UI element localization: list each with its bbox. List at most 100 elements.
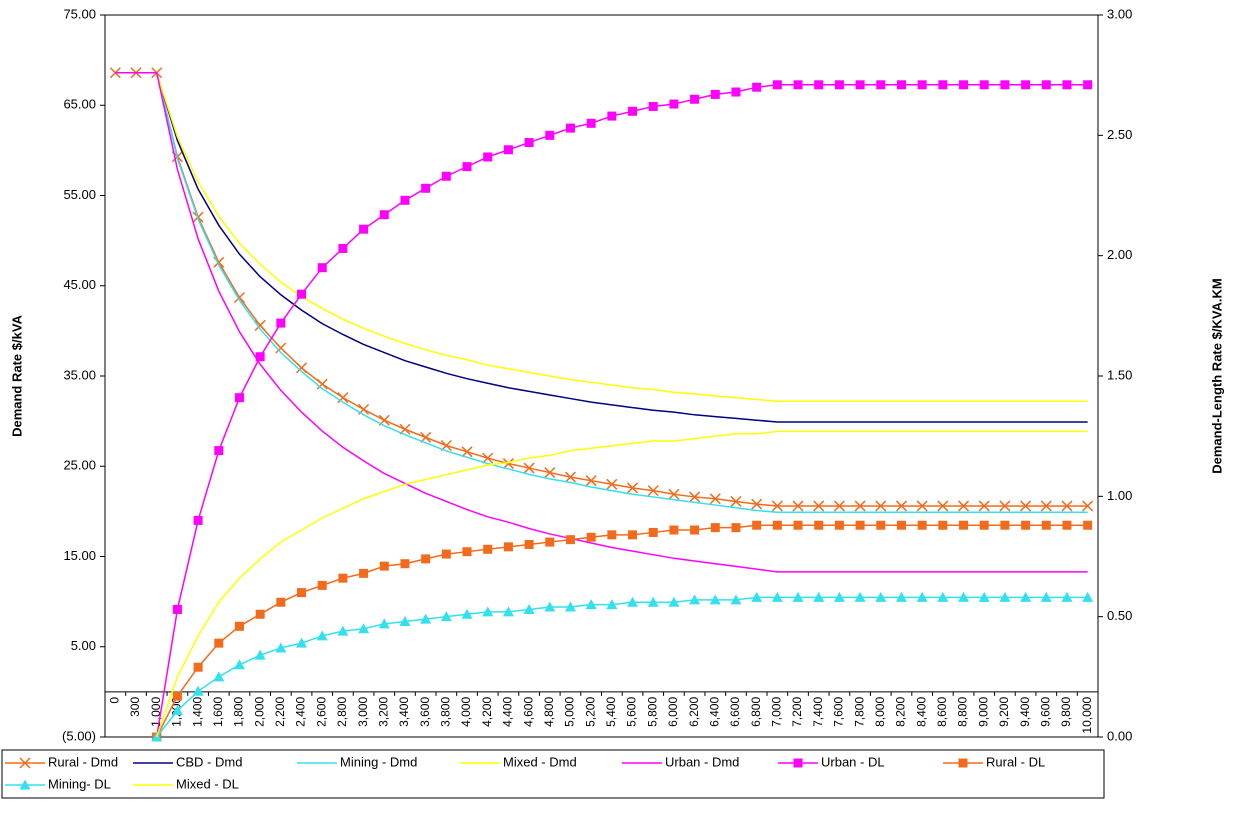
data-point (607, 111, 617, 121)
y2-tick-label: 1.50 (1107, 367, 1132, 382)
data-point (254, 649, 266, 660)
data-point (462, 547, 472, 557)
data-point (793, 520, 803, 530)
data-point (1082, 591, 1094, 602)
data-point (503, 145, 513, 155)
data-point (1021, 520, 1031, 530)
y-tick-label: 35.00 (63, 367, 96, 382)
data-point (316, 630, 328, 641)
x-tick-label: 6,000 (666, 697, 680, 727)
legend-label: Mixed - Dmd (503, 754, 577, 769)
x-tick-label: 2,400 (294, 697, 308, 727)
y-tick-label: 75.00 (63, 6, 96, 21)
series-line (115, 72, 1088, 507)
data-point (731, 87, 741, 97)
data-point (586, 118, 596, 128)
data-point (669, 99, 679, 109)
data-point (276, 597, 286, 607)
data-point (399, 615, 411, 626)
data-point (959, 520, 969, 530)
data-point (916, 500, 928, 512)
data-point (1062, 80, 1072, 90)
data-point (876, 80, 886, 90)
data-point (338, 243, 348, 253)
data-point (585, 475, 597, 487)
x-tick-label: 4,000 (459, 697, 473, 727)
legend-label: Mixed - DL (176, 776, 239, 791)
data-point (730, 495, 742, 507)
data-point (958, 591, 970, 602)
data-point (1021, 80, 1031, 90)
series-line (115, 72, 1088, 403)
data-point (875, 591, 887, 602)
data-point (1040, 591, 1052, 602)
data-point (172, 691, 182, 701)
y-tick-label: 45.00 (63, 277, 96, 292)
data-point (483, 544, 493, 554)
data-point (731, 523, 741, 533)
data-point (752, 520, 762, 530)
data-point (565, 535, 575, 545)
data-point (895, 500, 907, 512)
legend-marker (958, 758, 968, 768)
series-line (156, 596, 1088, 738)
x-tick-label: 1,800 (232, 697, 246, 727)
data-point (834, 80, 844, 90)
plot-frame (104, 14, 1099, 738)
x-tick-label: 8,400 (914, 697, 928, 727)
data-point (978, 500, 990, 512)
data-point (461, 446, 473, 458)
y2-tick-label: 0.50 (1107, 608, 1132, 623)
y2-tick-label: 3.00 (1107, 6, 1132, 21)
x-tick-label: 4,600 (521, 697, 535, 727)
data-point (400, 195, 410, 205)
data-point (1000, 80, 1010, 90)
data-point (792, 500, 804, 512)
data-point (647, 596, 659, 607)
data-point (502, 458, 514, 470)
data-point (296, 362, 308, 374)
data-point (978, 591, 990, 602)
data-point (1062, 520, 1072, 530)
data-point (379, 210, 389, 220)
legend-marker (19, 779, 31, 790)
y2-axis-title: Demand-Length Rate $/KVA.KM (1209, 278, 1224, 474)
data-point (1061, 500, 1073, 512)
data-point (378, 618, 390, 629)
x-tick-label: 7,200 (790, 697, 804, 727)
x-tick-label: 7,600 (832, 697, 846, 727)
x-tick-label: 3,800 (439, 697, 453, 727)
data-point (233, 659, 245, 670)
data-point (648, 527, 658, 537)
data-point (171, 705, 183, 716)
data-point (524, 138, 534, 148)
data-point (689, 491, 701, 503)
x-tick-label: 3,000 (356, 697, 370, 727)
data-point (276, 318, 286, 328)
data-point (999, 591, 1011, 602)
data-point (710, 523, 720, 533)
data-point (317, 263, 327, 273)
data-point (545, 130, 555, 140)
x-tick-label: 1,400 (190, 697, 204, 727)
x-tick-label: 4,800 (542, 697, 556, 727)
x-tick-label: 3,600 (418, 697, 432, 727)
data-point (523, 603, 535, 614)
data-point (917, 520, 927, 530)
data-point (958, 500, 970, 512)
x-tick-label: 6,600 (728, 697, 742, 727)
data-point (627, 596, 639, 607)
x-tick-label: 9,600 (1038, 697, 1052, 727)
data-point (441, 549, 451, 559)
data-point (461, 608, 473, 619)
x-tick-label: 7,800 (852, 697, 866, 727)
data-point (524, 539, 534, 549)
data-point (834, 520, 844, 530)
data-point (628, 530, 638, 540)
data-point (771, 591, 783, 602)
y-tick-label: 25.00 (63, 458, 96, 473)
data-point (606, 478, 618, 490)
series-line (115, 72, 1088, 573)
data-point (255, 352, 265, 362)
data-point (938, 80, 948, 90)
